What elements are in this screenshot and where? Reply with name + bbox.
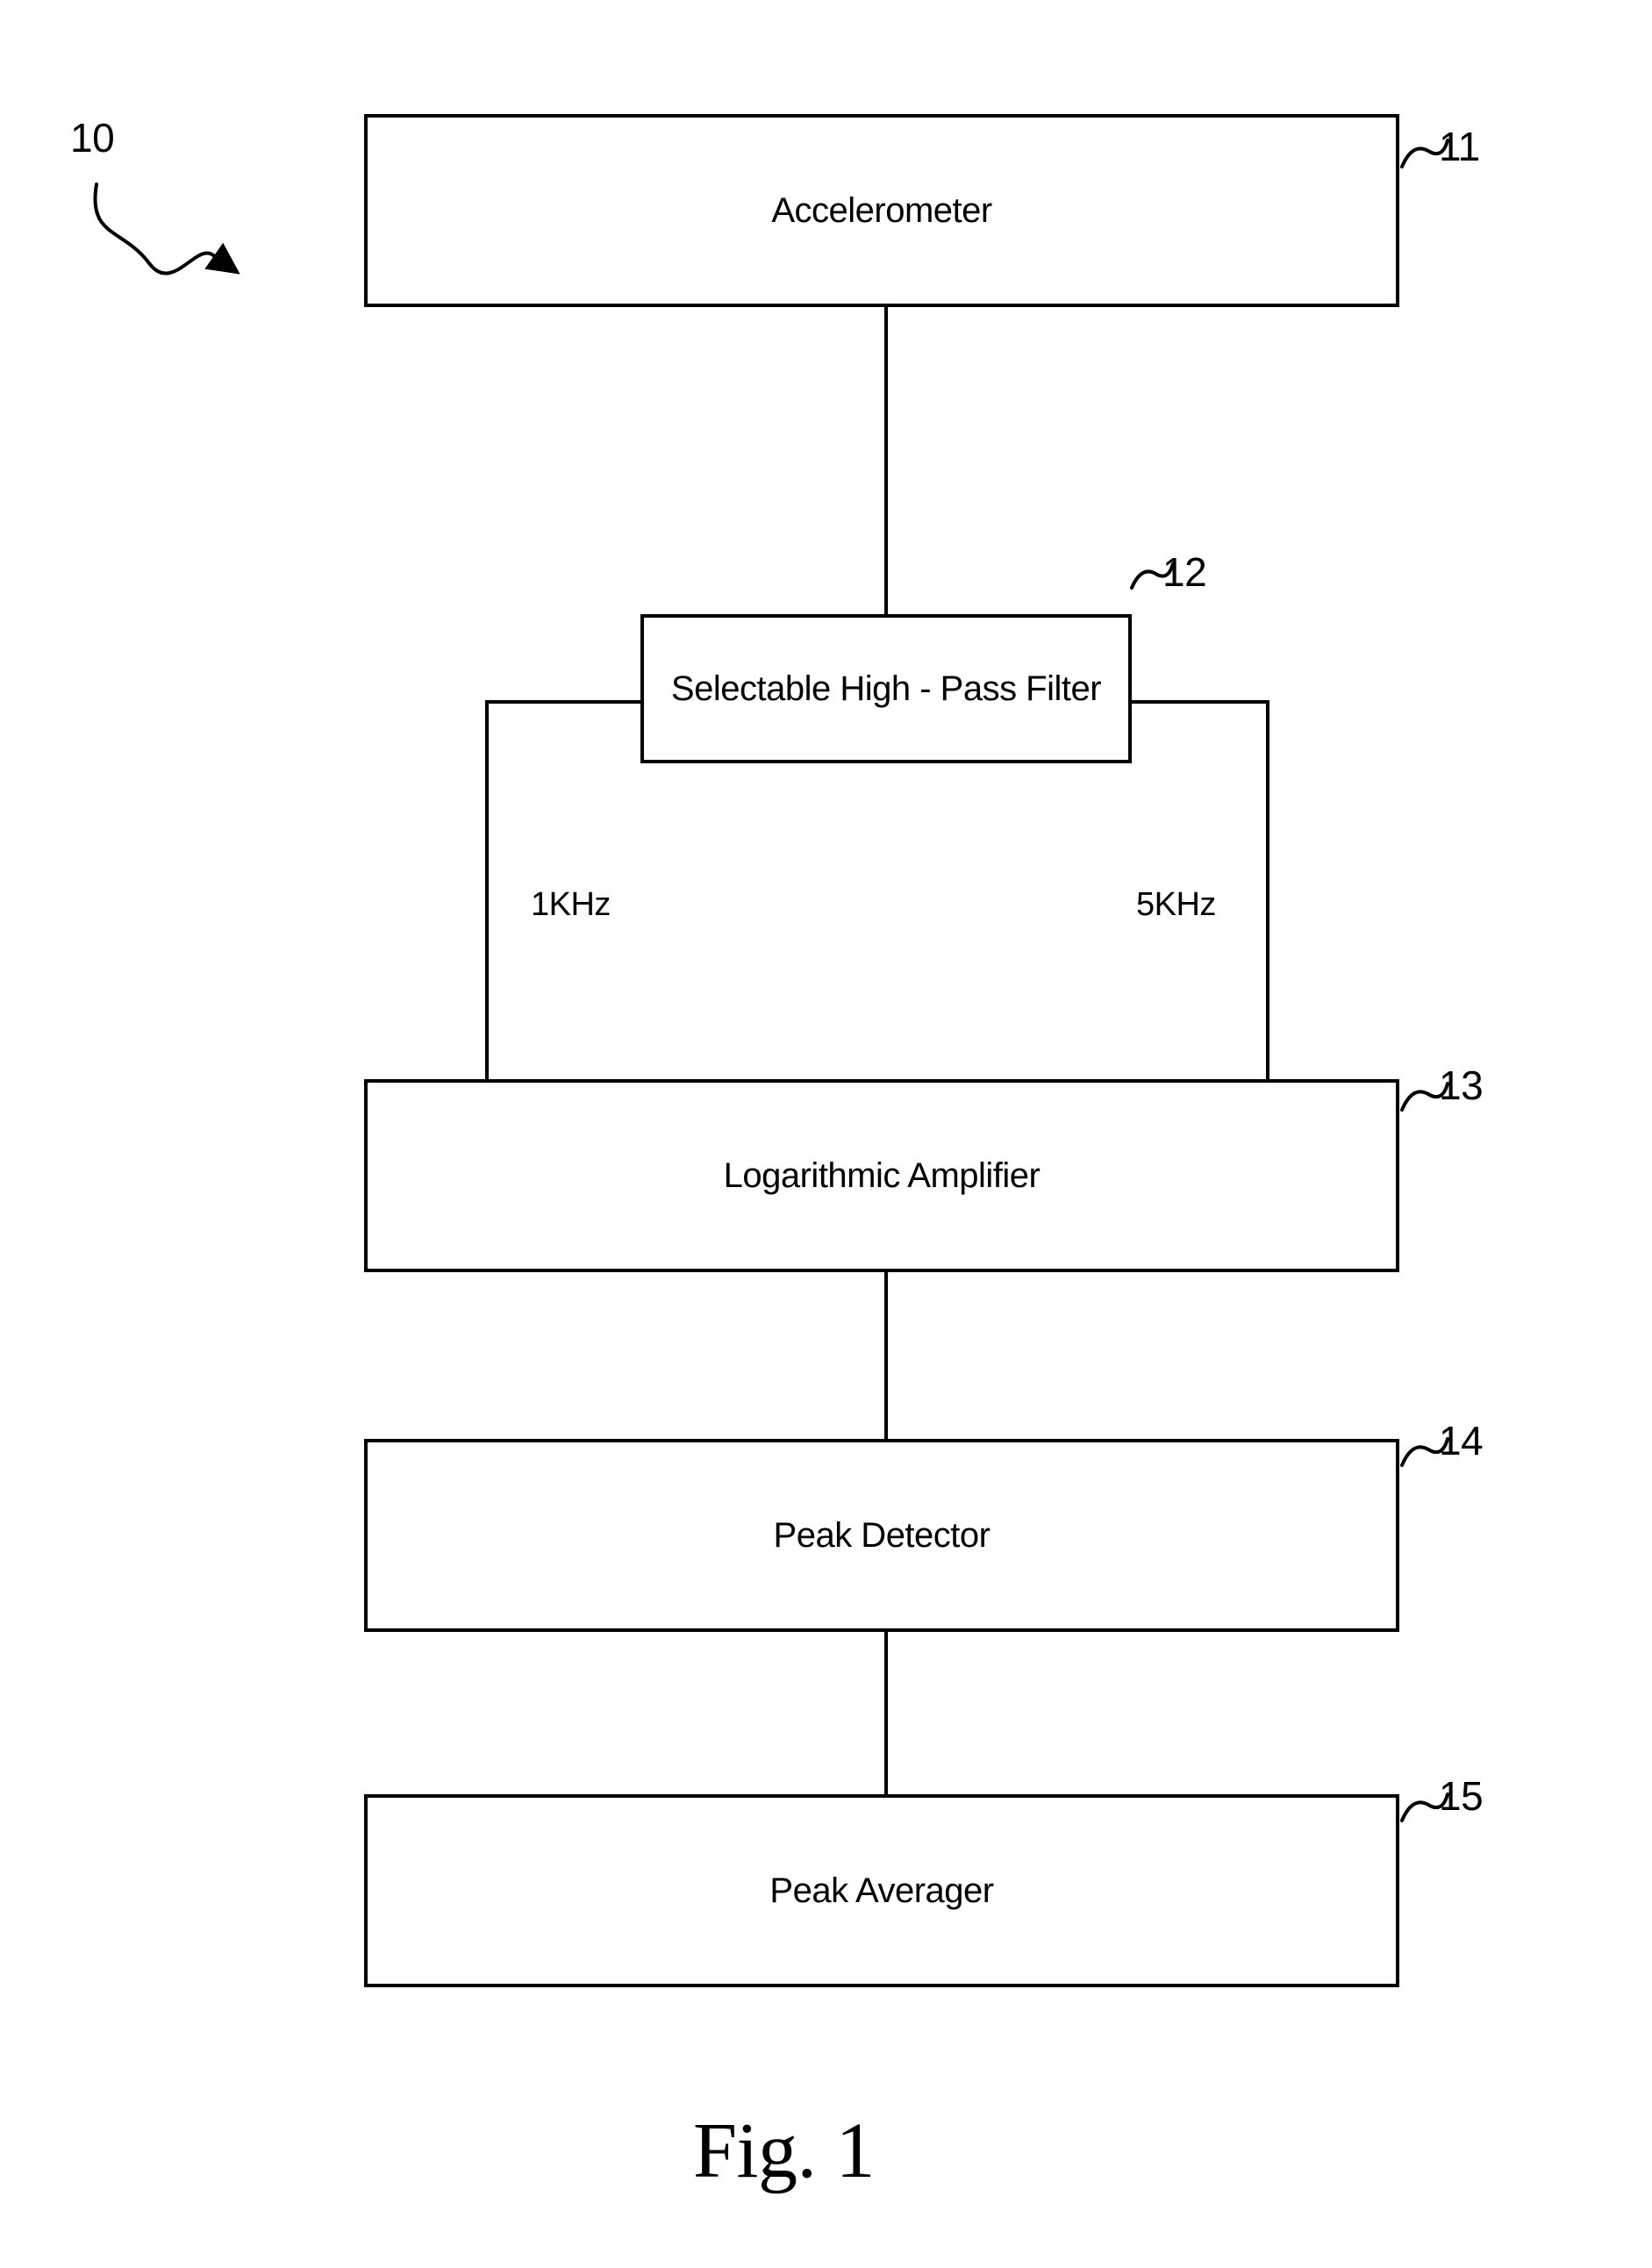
log-amp-refnum: 13 <box>1439 1062 1483 1109</box>
peak-detector-refnum: 14 <box>1439 1417 1483 1464</box>
log-amp-label: Logarithmic Amplifier <box>724 1156 1041 1196</box>
freq-1khz-label: 1KHz <box>531 886 611 924</box>
peak-detector-label: Peak Detector <box>774 1516 990 1556</box>
accelerometer-refnum: 11 <box>1439 123 1480 170</box>
figure-refnum: 10 <box>70 114 114 161</box>
peak-detector-box: Peak Detector <box>364 1439 1399 1632</box>
figure-ref-arrowhead <box>208 247 237 272</box>
peak-averager-refnum: 15 <box>1439 1772 1483 1820</box>
accelerometer-box: Accelerometer <box>364 114 1399 307</box>
hp-filter-label: Selectable High - Pass Filter <box>671 669 1101 709</box>
hp-filter-refnum: 12 <box>1162 548 1206 596</box>
peak-averager-box: Peak Averager <box>364 1794 1399 1987</box>
figure-ref-arrow <box>95 184 219 274</box>
freq-5khz-label: 5KHz <box>1136 886 1216 924</box>
figure-caption: Fig. 1 <box>693 2106 875 2196</box>
accelerometer-label: Accelerometer <box>771 191 991 231</box>
log-amp-box: Logarithmic Amplifier <box>364 1079 1399 1272</box>
hp-filter-box: Selectable High - Pass Filter <box>640 614 1132 763</box>
peak-averager-label: Peak Averager <box>769 1871 993 1911</box>
